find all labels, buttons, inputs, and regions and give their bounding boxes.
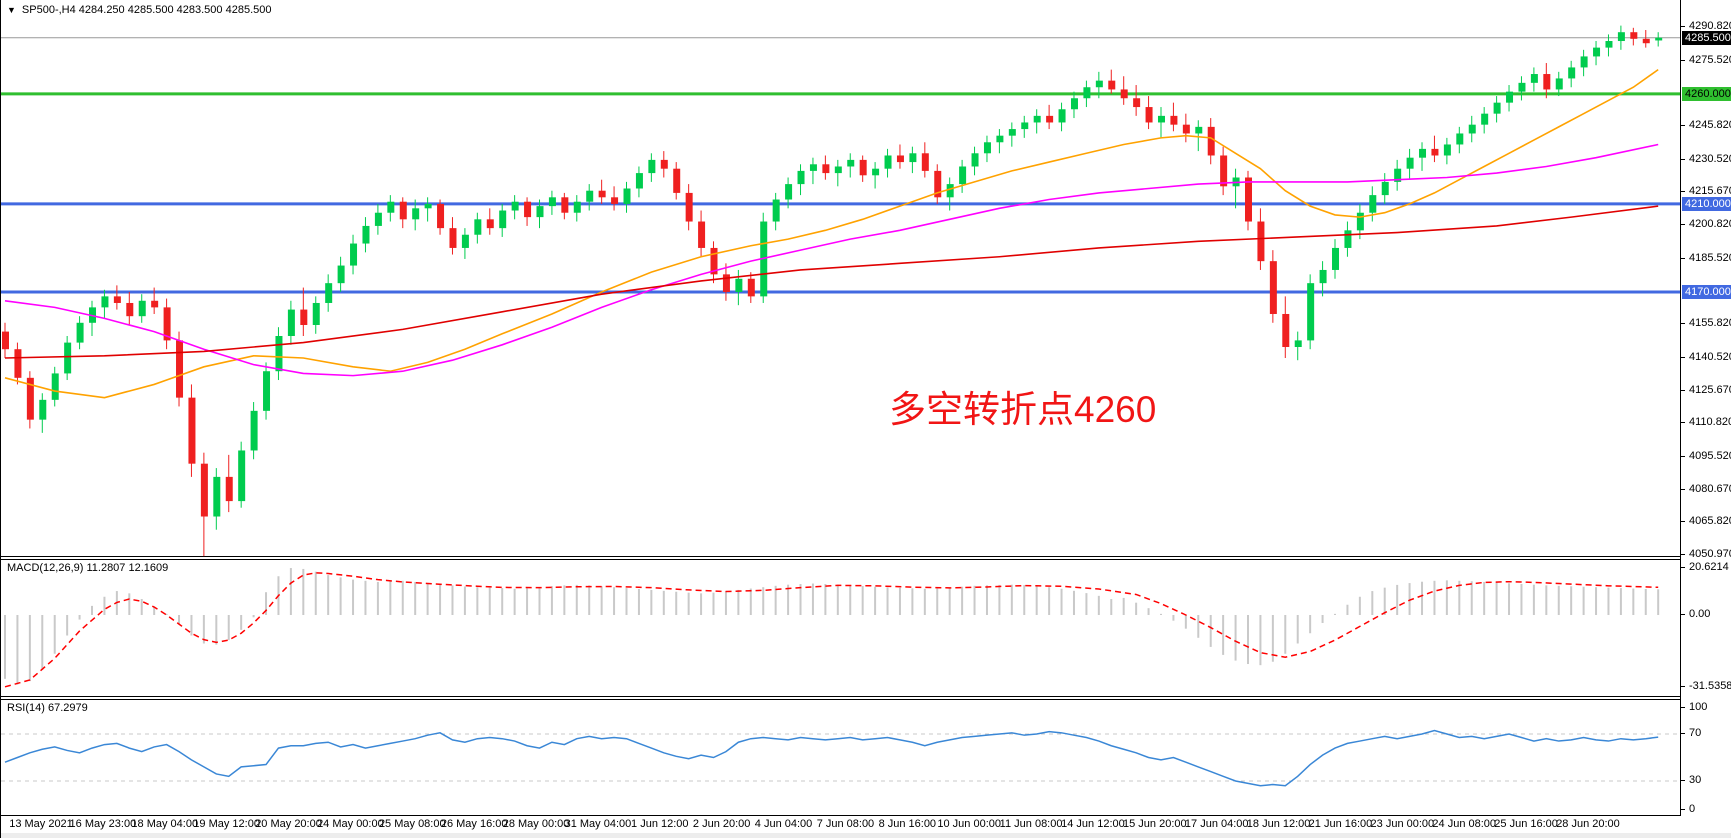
price-axis-label: 4065.820 (1689, 515, 1731, 528)
price-axis-tick (1681, 158, 1685, 160)
rsi-axis-label: 70 (1689, 727, 1702, 739)
price-axis-tick (1681, 455, 1685, 457)
price-axis-label: 4245.820 (1689, 119, 1731, 132)
time-axis[interactable]: 13 May 2021 16 May 23:00 18 May 04:00 19 Ma… (1, 816, 1731, 833)
price-axis-label: 4125.670 (1689, 383, 1731, 396)
price-axis-tick (1681, 554, 1685, 555)
rsi-axis-label: 0 (1689, 803, 1696, 815)
price-axis-tick (1681, 125, 1685, 127)
rsi-axis-label: 100 (1689, 701, 1708, 713)
price-axis-tick (1681, 521, 1685, 523)
time-axis-label: 25 May 08:00 (378, 818, 446, 830)
price-axis[interactable]: 4290.820 4275.520 4245.820 4230.520 4215.670… (1680, 0, 1731, 816)
rsi-label: RSI(14) 67.2979 (7, 702, 88, 714)
price-axis-label: 4215.670 (1689, 185, 1731, 198)
time-axis-label: 13 May 2021 (9, 818, 73, 830)
price-axis-label: 4185.520 (1689, 251, 1731, 264)
price-axis-tick (1681, 26, 1685, 27)
collapse-arrow-icon[interactable]: ▼ (7, 5, 16, 15)
price-axis-tick (1681, 224, 1685, 226)
price-axis-label: 4200.820 (1689, 218, 1731, 231)
level-price-tag: 4260.000 (1682, 86, 1731, 101)
ma-slow-red (4, 205, 1659, 359)
time-axis-label: 19 May 12:00 (193, 818, 260, 830)
time-axis-label: 14 Jun 12:00 (1061, 818, 1125, 830)
time-axis-label: 17 Jun 04:00 (1184, 818, 1249, 830)
footer-strip (1, 833, 1731, 838)
time-axis-label: 28 Jun 20:00 (1556, 818, 1620, 830)
time-axis-label: 20 May 20:00 (255, 818, 322, 830)
time-axis-label: 15 Jun 20:00 (1123, 818, 1187, 830)
symbol-ohlc-text: SP500-,H4 4284.250 4285.500 4283.500 428… (21, 4, 272, 16)
price-axis-label: 4110.820 (1689, 416, 1731, 429)
time-axis-label: 1 Jun 12:00 (631, 818, 689, 830)
macd-axis-label: -31.5358 (1689, 679, 1731, 692)
rsi-axis-tick (1681, 809, 1685, 810)
price-axis-tick (1681, 191, 1685, 193)
price-axis-label: 4080.670 (1689, 482, 1731, 495)
price-axis-tick (1681, 356, 1685, 358)
price-axis-tick (1681, 59, 1685, 61)
time-axis-label: 24 May 00:00 (317, 818, 384, 830)
price-axis-label: 4230.520 (1689, 152, 1731, 165)
price-axis-tick (1681, 323, 1685, 325)
ma-mid-magenta (4, 143, 1659, 377)
rsi-axis-tick (1681, 707, 1685, 708)
time-axis-label: 31 May 04:00 (564, 818, 632, 830)
horizontal-level-lines (1, 92, 1680, 294)
price-axis-tick (1681, 389, 1685, 391)
macd-signal-line (4, 572, 1659, 688)
rsi-canvas[interactable] (1, 700, 1680, 817)
chart-title: ▼ SP500-,H4 4284.250 4285.500 4283.500 42… (7, 4, 271, 16)
main-chart-panel[interactable] (1, 0, 1680, 557)
price-axis-label: 4140.520 (1689, 350, 1731, 363)
time-axis-label: 28 May 00:00 (502, 818, 570, 830)
rsi-axis-label: 30 (1689, 774, 1702, 786)
macd-axis-tick (1681, 685, 1685, 687)
time-axis-label: 2 Jun 20:00 (692, 818, 751, 830)
time-axis-label: 16 May 23:00 (69, 818, 137, 830)
time-axis-label: 10 Jun 00:00 (937, 818, 1001, 830)
price-axis-label: 4095.520 (1689, 449, 1731, 462)
price-axis-tick (1681, 488, 1685, 490)
price-axis-label: 4290.820 (1689, 20, 1731, 32)
rsi-axis-tick (1681, 780, 1685, 781)
macd-axis-tick (1681, 566, 1685, 568)
macd-axis-label: 20.6214 (1689, 560, 1729, 573)
macd-histogram (4, 568, 1660, 685)
annotation-text: 多空转折点4260 (889, 389, 1157, 430)
time-axis-label: 18 May 04:00 (131, 818, 199, 830)
price-axis-label: 4275.520 (1689, 53, 1731, 66)
time-axis-label: 21 Jun 16:00 (1308, 818, 1373, 830)
ma-fast-orange (4, 68, 1659, 399)
time-axis-label: 4 Jun 04:00 (754, 818, 813, 830)
time-axis-label: 24 Jun 08:00 (1432, 818, 1497, 830)
time-axis-label: 23 Jun 00:00 (1370, 818, 1435, 830)
price-axis-label: 4050.970 (1689, 548, 1731, 560)
rsi-line (4, 729, 1659, 787)
time-axis-label: 26 May 16:00 (440, 818, 508, 830)
macd-axis-label: 0.00 (1689, 608, 1711, 620)
candlestick-series (2, 25, 1663, 557)
rsi-indicator-panel[interactable] (1, 699, 1680, 816)
time-axis-label: 11 Jun 08:00 (999, 818, 1063, 830)
price-axis-label: 4155.820 (1689, 317, 1731, 330)
price-axis-tick (1681, 257, 1685, 259)
current-price-tag: 4285.500 (1682, 30, 1731, 45)
macd-axis-tick (1681, 614, 1685, 615)
rsi-axis-tick (1681, 733, 1685, 734)
macd-indicator-panel[interactable] (1, 559, 1680, 697)
time-axis-label: 25 Jun 16:00 (1494, 818, 1558, 830)
macd-canvas[interactable] (1, 560, 1680, 698)
level-price-tag: 4210.000 (1682, 196, 1731, 211)
macd-label: MACD(12,26,9) 11.2807 12.1609 (7, 562, 169, 574)
time-axis-label: 18 Jun 12:00 (1246, 818, 1311, 830)
time-axis-label: 7 Jun 08:00 (816, 818, 875, 830)
level-price-tag: 4170.000 (1682, 284, 1731, 299)
time-axis-label: 8 Jun 16:00 (878, 818, 937, 830)
main-chart-canvas[interactable] (1, 0, 1680, 557)
price-axis-tick (1681, 422, 1685, 424)
